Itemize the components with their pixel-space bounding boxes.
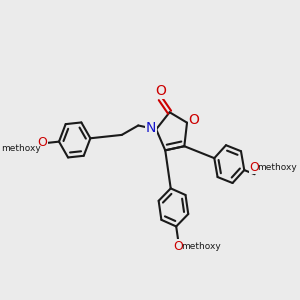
Text: methoxy: methoxy <box>1 144 41 153</box>
Text: methoxy: methoxy <box>257 163 297 172</box>
Text: N: N <box>146 121 156 135</box>
Text: O: O <box>250 160 260 174</box>
Text: O: O <box>155 84 166 98</box>
Text: O: O <box>173 240 183 253</box>
Text: methoxy: methoxy <box>181 242 221 251</box>
Text: O: O <box>188 113 199 127</box>
Text: O: O <box>38 136 47 149</box>
